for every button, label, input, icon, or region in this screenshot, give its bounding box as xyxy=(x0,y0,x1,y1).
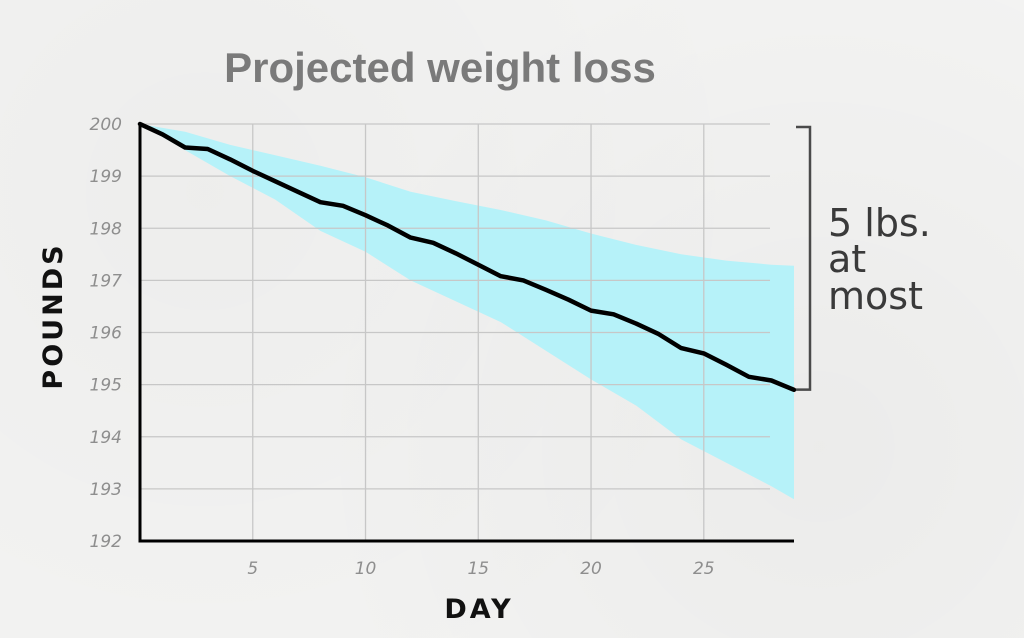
y-tick-label-199: 199 xyxy=(90,167,122,187)
x-tick-label-5: 5 xyxy=(247,559,258,579)
range-bracket xyxy=(796,125,812,391)
x-tick-label-10: 10 xyxy=(355,559,377,579)
range-annotation-line-1: 5 lbs. xyxy=(828,201,931,245)
x-tick-label-20: 20 xyxy=(580,559,602,579)
range-annotation-line-3: most xyxy=(828,274,923,318)
y-tick-labels: 192 193 194 195 196 197 198 199 200 xyxy=(90,115,123,552)
y-tick-label-192: 192 xyxy=(90,532,122,552)
range-annotation-line-2: at xyxy=(828,237,866,281)
y-tick-label-200: 200 xyxy=(90,115,122,135)
y-tick-label-196: 196 xyxy=(90,324,123,344)
x-tick-labels: 5 10 15 20 25 xyxy=(247,559,714,579)
axes xyxy=(138,124,794,543)
chart-title: Projected weight loss xyxy=(224,44,656,91)
y-axis-title: POUNDS xyxy=(38,242,69,389)
y-tick-label-195: 195 xyxy=(90,376,122,396)
weight-series-line xyxy=(137,121,797,393)
x-tick-label-25: 25 xyxy=(693,559,715,579)
y-tick-label-198: 198 xyxy=(90,219,123,239)
projection-band xyxy=(140,124,794,500)
y-tick-label-194: 194 xyxy=(90,428,122,448)
y-tick-label-197: 197 xyxy=(90,271,123,291)
y-tick-label-193: 193 xyxy=(90,480,122,500)
x-tick-label-15: 15 xyxy=(467,559,489,579)
range-annotation: 5 lbs. at most xyxy=(828,201,943,318)
x-axis-title: DAY xyxy=(444,594,513,625)
grid-lines xyxy=(140,123,770,541)
